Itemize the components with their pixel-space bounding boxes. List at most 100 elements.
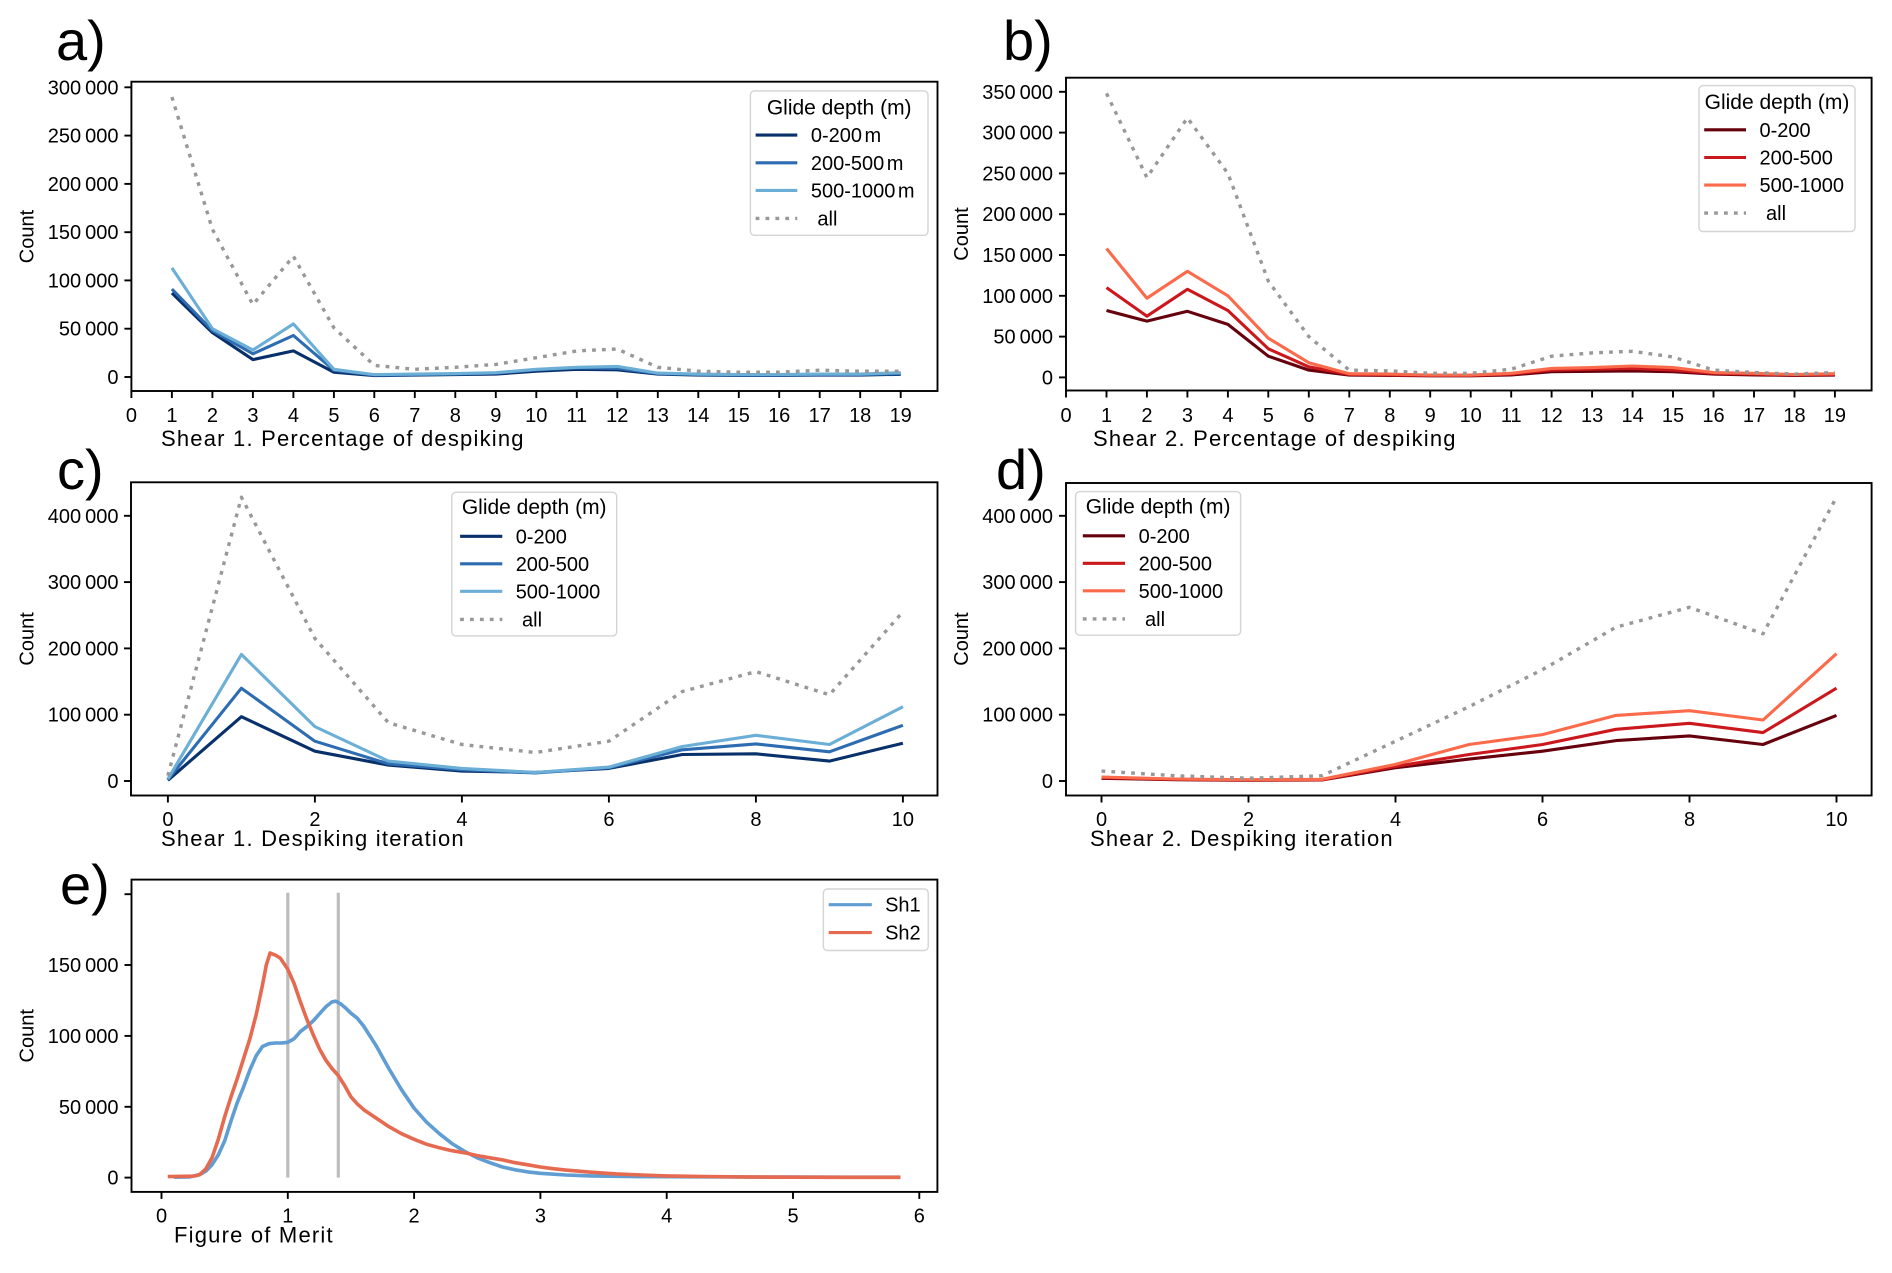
- svg-text:3: 3: [535, 1206, 546, 1228]
- svg-text:Count: Count: [17, 1009, 39, 1063]
- svg-text:14: 14: [1621, 405, 1643, 427]
- svg-text:16: 16: [768, 405, 790, 427]
- svg-text:Shear 1. Despiking iteration: Shear 1. Despiking iteration: [161, 826, 465, 851]
- svg-text:0: 0: [1060, 405, 1071, 427]
- svg-text:Sh1: Sh1: [885, 895, 921, 917]
- svg-text:0: 0: [162, 809, 173, 831]
- svg-text:5: 5: [787, 1206, 798, 1228]
- svg-text:19: 19: [890, 405, 912, 427]
- svg-text:15: 15: [728, 405, 750, 427]
- svg-text:10: 10: [1825, 809, 1847, 831]
- svg-text:7: 7: [409, 405, 420, 427]
- svg-text:300 000: 300 000: [48, 77, 119, 99]
- svg-text:0: 0: [107, 367, 118, 389]
- svg-text:1: 1: [1101, 405, 1112, 427]
- svg-text:18: 18: [849, 405, 871, 427]
- svg-text:100 000: 100 000: [982, 286, 1053, 308]
- svg-text:Glide depth (m): Glide depth (m): [767, 96, 912, 119]
- svg-text:0: 0: [126, 405, 137, 427]
- svg-text:200 000: 200 000: [982, 638, 1053, 660]
- svg-text:0-200: 0-200: [1139, 526, 1190, 548]
- svg-text:Count: Count: [951, 207, 973, 261]
- svg-text:8: 8: [750, 809, 761, 831]
- svg-text:7: 7: [1344, 405, 1355, 427]
- svg-text:4: 4: [1222, 405, 1233, 427]
- svg-text:0: 0: [1042, 771, 1053, 793]
- svg-text:Count: Count: [17, 612, 39, 666]
- svg-text:11: 11: [566, 405, 587, 427]
- svg-text:0: 0: [107, 1168, 118, 1190]
- svg-text:100 000: 100 000: [48, 1026, 119, 1048]
- svg-text:100 000: 100 000: [48, 705, 119, 727]
- svg-text:Sh2: Sh2: [885, 923, 921, 945]
- svg-text:4: 4: [456, 809, 467, 831]
- svg-text:12: 12: [1540, 405, 1562, 427]
- svg-text:500-1000: 500-1000: [516, 581, 601, 603]
- svg-text:Shear 2. Despiking iteration: Shear 2. Despiking iteration: [1090, 826, 1394, 851]
- svg-text:250 000: 250 000: [48, 126, 119, 148]
- svg-text:200 000: 200 000: [48, 174, 119, 196]
- svg-text:500-1000: 500-1000: [1139, 581, 1224, 603]
- svg-text:5: 5: [1263, 405, 1274, 427]
- svg-text:6: 6: [1303, 405, 1314, 427]
- svg-text:Count: Count: [951, 612, 973, 666]
- svg-text:200 000: 200 000: [982, 204, 1053, 226]
- svg-text:150 000: 150 000: [982, 245, 1053, 267]
- svg-text:all: all: [1766, 203, 1786, 225]
- svg-text:100 000: 100 000: [48, 270, 119, 292]
- svg-text:50 000: 50 000: [993, 327, 1053, 349]
- svg-text:4: 4: [661, 1206, 672, 1228]
- svg-text:400 000: 400 000: [48, 506, 119, 528]
- svg-text:e): e): [60, 853, 110, 916]
- svg-text:14: 14: [687, 405, 709, 427]
- svg-text:200-500: 200-500: [1139, 553, 1212, 575]
- svg-text:1: 1: [166, 405, 177, 427]
- svg-text:5: 5: [328, 405, 339, 427]
- svg-text:200-500: 200-500: [516, 554, 589, 576]
- svg-text:2: 2: [409, 1206, 420, 1228]
- svg-text:0: 0: [156, 1206, 167, 1228]
- svg-text:150 000: 150 000: [48, 222, 119, 244]
- svg-text:Count: Count: [17, 209, 39, 263]
- svg-text:0-200: 0-200: [1760, 120, 1811, 142]
- svg-text:8: 8: [450, 405, 461, 427]
- svg-text:10: 10: [1460, 405, 1482, 427]
- svg-text:0-200: 0-200: [516, 526, 567, 548]
- svg-text:13: 13: [647, 405, 669, 427]
- svg-text:11: 11: [1501, 405, 1522, 427]
- svg-text:2: 2: [309, 809, 320, 831]
- svg-text:6: 6: [914, 1206, 925, 1228]
- svg-text:4: 4: [288, 405, 299, 427]
- svg-text:4: 4: [1390, 809, 1401, 831]
- svg-text:b): b): [1003, 9, 1053, 72]
- svg-text:Glide depth (m): Glide depth (m): [462, 496, 607, 519]
- svg-text:8: 8: [1384, 405, 1395, 427]
- svg-text:1: 1: [282, 1206, 293, 1228]
- svg-text:100 000: 100 000: [982, 705, 1053, 727]
- svg-text:300 000: 300 000: [982, 123, 1053, 145]
- svg-text:18: 18: [1783, 405, 1805, 427]
- svg-text:17: 17: [809, 405, 831, 427]
- svg-text:6: 6: [1537, 809, 1548, 831]
- svg-text:8: 8: [1684, 809, 1695, 831]
- svg-text:d): d): [996, 438, 1046, 501]
- svg-text:6: 6: [603, 809, 614, 831]
- svg-text:250 000: 250 000: [982, 163, 1053, 185]
- svg-text:c): c): [57, 438, 104, 501]
- svg-text:400 000: 400 000: [982, 506, 1053, 528]
- svg-text:9: 9: [1425, 405, 1436, 427]
- svg-text:3: 3: [247, 405, 258, 427]
- svg-text:16: 16: [1702, 405, 1724, 427]
- svg-text:6: 6: [369, 405, 380, 427]
- svg-text:150 000: 150 000: [48, 955, 119, 977]
- svg-text:9: 9: [490, 405, 501, 427]
- svg-text:12: 12: [606, 405, 628, 427]
- svg-text:Glide depth (m): Glide depth (m): [1705, 91, 1850, 114]
- svg-text:0: 0: [1096, 809, 1107, 831]
- svg-text:500-1000: 500-1000: [1760, 175, 1845, 197]
- svg-text:all: all: [522, 609, 542, 631]
- svg-text:200-500: 200-500: [1760, 148, 1833, 170]
- svg-text:all: all: [817, 208, 837, 230]
